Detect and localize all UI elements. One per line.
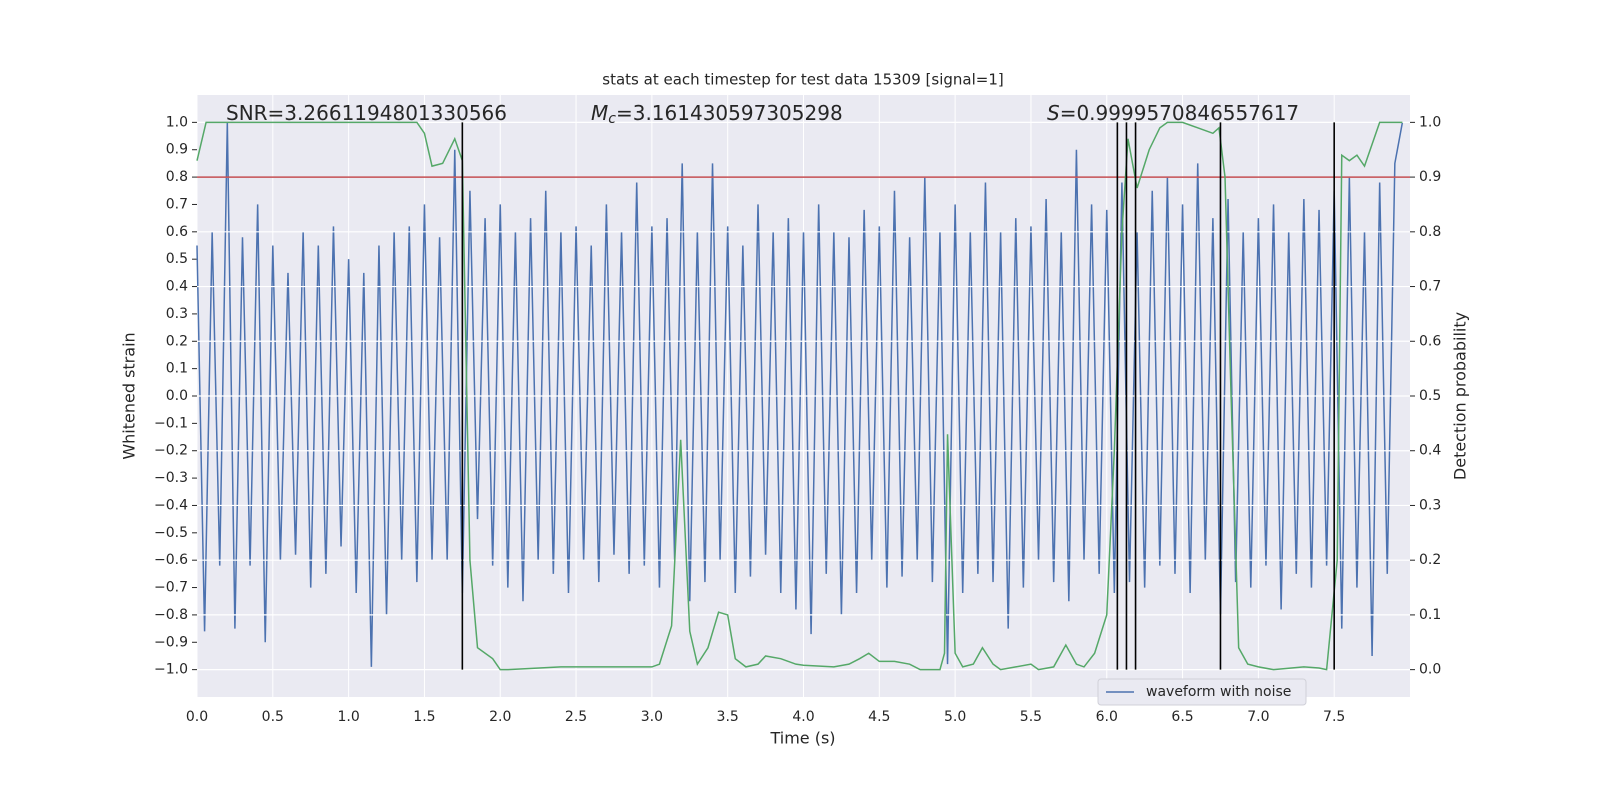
y-tick-label: 0.3 [166,306,188,322]
y-tick-label: −0.7 [154,580,188,596]
annotation-symbol: S [1047,101,1060,125]
y-tick-label: 0.4 [166,279,188,295]
y2-tick-label: 1.0 [1419,114,1441,130]
annotation-text: =3.161430597305298 [616,101,843,125]
y2-tick-label: 0.7 [1419,279,1441,295]
y-tick-label: −0.4 [154,497,188,513]
y-tick-label: −1.0 [154,662,188,678]
x-tick-label: 6.5 [1171,709,1193,725]
annotation: S=0.9999570846557617 [1047,101,1299,125]
annotation: Mc=3.161430597305298 [591,101,843,128]
x-tick-label: 4.5 [868,709,890,725]
x-tick-label: 1.0 [337,709,359,725]
y-tick-label: −0.8 [154,607,188,623]
x-tick-label: 2.5 [565,709,587,725]
y2-tick-label: 0.4 [1419,443,1441,459]
y2-tick-label: 0.3 [1419,497,1441,513]
y-tick-label: −0.5 [154,525,188,541]
y2-tick-label: 0.1 [1419,607,1441,623]
y-tick-label: 0.9 [166,142,188,158]
legend: waveform with noise [1097,678,1307,706]
x-tick-label: 0.0 [186,709,208,725]
y2-tick-label: 0.2 [1419,552,1441,568]
x-tick-label: 0.5 [262,709,284,725]
y-tick-label: 1.0 [166,114,188,130]
y-tick-label: 0.0 [166,388,188,404]
y2-tick-label: 0.6 [1419,333,1441,349]
y-tick-label: −0.6 [154,552,188,568]
annotation-symbol: M [591,101,608,125]
x-tick-label: 5.0 [944,709,966,725]
x-tick-label: 7.5 [1323,709,1345,725]
annotation-text: SNR=3.2661194801330566 [226,101,507,125]
y2-tick-label: 0.5 [1419,388,1441,404]
x-tick-label: 3.5 [717,709,739,725]
x-tick-label: 4.0 [792,709,814,725]
y2-axis-label: Detection probability [1451,312,1470,480]
x-tick-label: 6.0 [1096,709,1118,725]
annotation-text: =0.9999570846557617 [1060,101,1299,125]
y-tick-label: 0.6 [166,224,188,240]
y-tick-label: −0.9 [154,634,188,650]
chart-title: stats at each timestep for test data 153… [602,71,1003,89]
annotation: SNR=3.2661194801330566 [226,101,507,125]
y-axis-label: Whitened strain [120,332,139,459]
series-line [196,121,1403,671]
x-tick-label: 7.0 [1247,709,1269,725]
y-tick-label: 0.1 [166,361,188,377]
x-tick-label: 2.0 [489,709,511,725]
legend-box [1097,678,1307,706]
y-tick-label: −0.2 [154,443,188,459]
x-tick-label: 1.5 [413,709,435,725]
y2-tick-label: 0.9 [1419,169,1441,185]
y-tick-label: 0.5 [166,251,188,267]
y-tick-label: 0.8 [166,169,188,185]
x-axis-label: Time (s) [769,729,835,748]
x-tick-label: 3.0 [641,709,663,725]
y-tick-label: 0.7 [166,196,188,212]
y2-tick-label: 0.0 [1419,662,1441,678]
y-tick-label: −0.1 [154,415,188,431]
y-tick-label: 0.2 [166,333,188,349]
x-tick-label: 5.5 [1020,709,1042,725]
annotation-subscript: c [608,111,616,127]
legend-label: waveform with noise [1146,684,1291,700]
y-tick-label: −0.3 [154,470,188,486]
y2-tick-label: 0.8 [1419,224,1441,240]
